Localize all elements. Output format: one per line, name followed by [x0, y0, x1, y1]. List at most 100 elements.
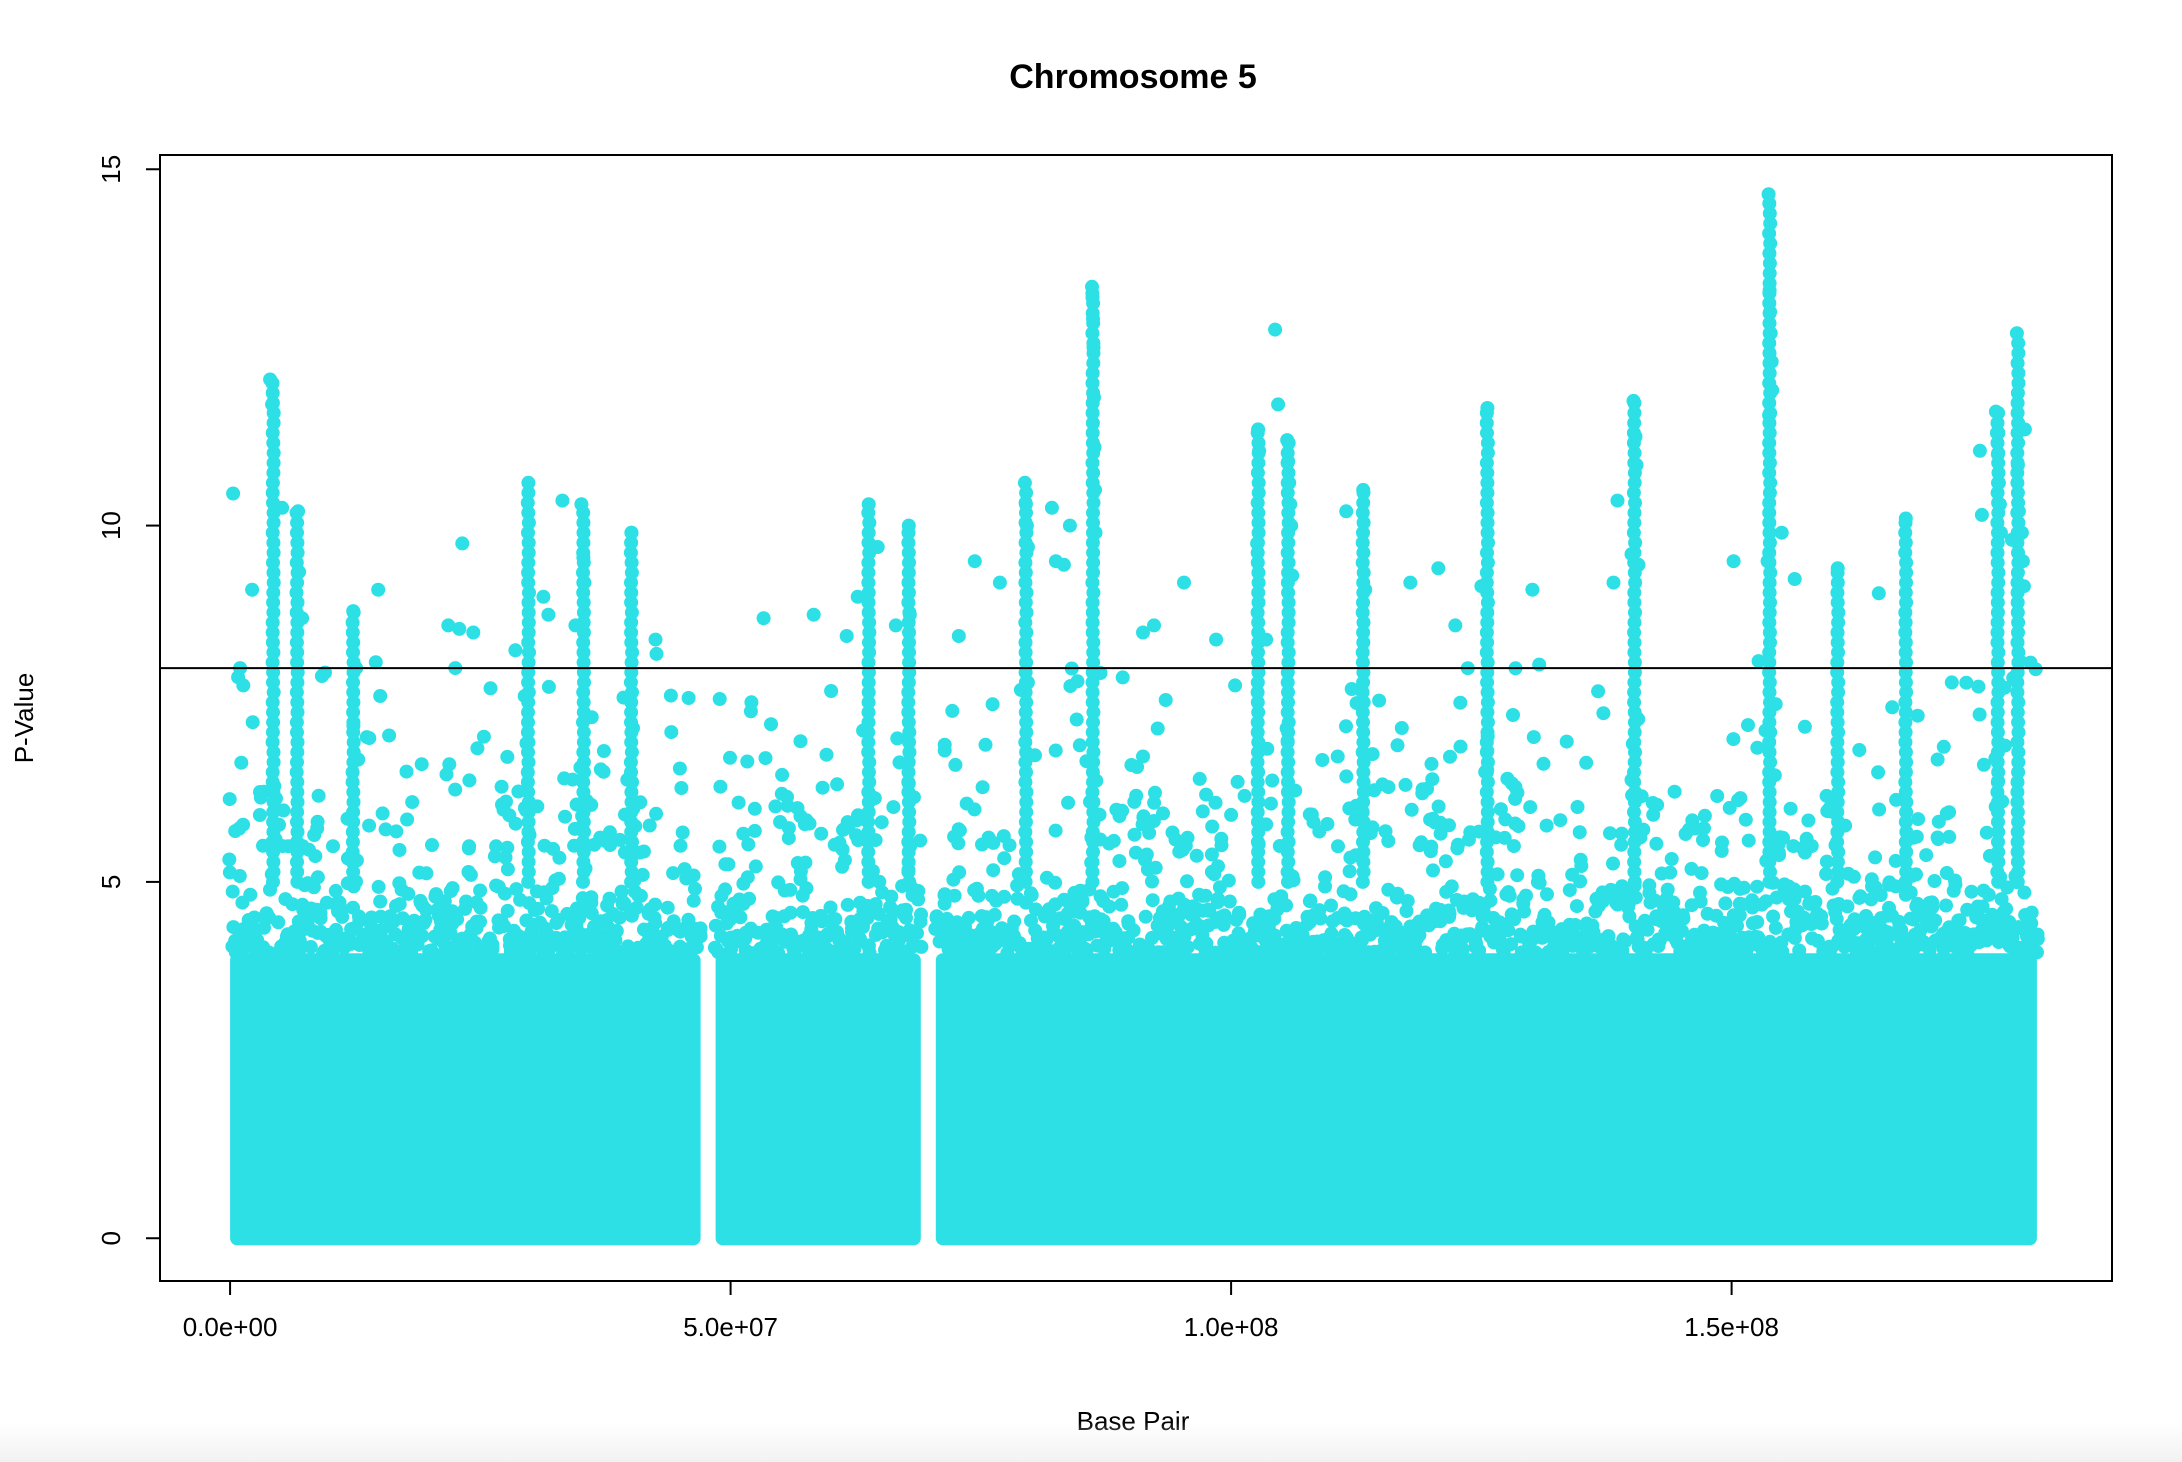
- data-point: [1280, 745, 1295, 760]
- data-point: [1018, 705, 1033, 720]
- data-point: [1356, 715, 1370, 730]
- data-point: [1072, 738, 1087, 753]
- data-point: [500, 903, 515, 918]
- data-point: [775, 767, 790, 782]
- data-point: [1631, 557, 1646, 572]
- data-point: [861, 575, 876, 590]
- data-point: [266, 855, 281, 869]
- data-point: [345, 775, 360, 790]
- data-point: [901, 785, 916, 800]
- data-point: [1480, 715, 1495, 730]
- data-point: [1898, 835, 1913, 849]
- data-point: [862, 625, 877, 640]
- data-point: [1019, 845, 1034, 859]
- data-point: [783, 905, 798, 920]
- data-point: [1394, 721, 1409, 735]
- data-point: [2010, 406, 2025, 420]
- data-point: [674, 781, 689, 795]
- data-point: [902, 607, 917, 622]
- data-point: [1627, 475, 1642, 490]
- data-point: [1251, 765, 1266, 780]
- data-point: [345, 765, 360, 780]
- data-point: [1846, 869, 1861, 884]
- data-point: [1086, 495, 1101, 510]
- data-point: [576, 525, 591, 540]
- data-point: [521, 864, 536, 879]
- data-point: [1830, 575, 1845, 590]
- data-point: [1910, 708, 1925, 723]
- data-point: [1480, 805, 1495, 820]
- data-point: [1627, 775, 1642, 790]
- data-point: [1830, 705, 1845, 720]
- data-point: [736, 826, 751, 841]
- data-point: [902, 745, 917, 760]
- data-point: [1085, 825, 1100, 839]
- data-point: [455, 536, 470, 551]
- data-point: [1086, 356, 1101, 371]
- data-point: [967, 554, 982, 569]
- data-point: [565, 772, 580, 787]
- data-point: [483, 681, 498, 696]
- data-point: [1020, 540, 1035, 554]
- data-point: [1070, 674, 1085, 689]
- data-point: [1480, 795, 1495, 810]
- data-point: [1222, 894, 1237, 909]
- data-point: [861, 605, 876, 620]
- data-point: [1283, 497, 1298, 512]
- data-point: [1572, 825, 1587, 840]
- data-point: [624, 615, 639, 630]
- data-point: [623, 545, 638, 560]
- data-point: [861, 655, 876, 670]
- data-point: [1627, 735, 1642, 750]
- data-point: [1783, 801, 1798, 816]
- data-point: [265, 525, 280, 540]
- data-point: [1899, 655, 1913, 670]
- data-point: [1085, 735, 1100, 750]
- data-point: [1086, 715, 1100, 730]
- data-point: [1480, 615, 1495, 630]
- data-point: [373, 689, 388, 703]
- data-point: [1991, 765, 2006, 780]
- data-point: [1251, 815, 1265, 829]
- data-point: [1251, 845, 1266, 859]
- data-point: [392, 897, 407, 912]
- data-point: [2010, 795, 2025, 810]
- data-point: [948, 757, 963, 772]
- data-point: [1281, 595, 1296, 610]
- data-point: [576, 845, 591, 859]
- data-point: [901, 518, 916, 533]
- data-point: [521, 655, 536, 670]
- data-point: [1627, 406, 1642, 420]
- data-point: [1251, 795, 1266, 810]
- data-point: [2010, 805, 2025, 820]
- data-point: [2010, 675, 2025, 690]
- data-point: [290, 825, 305, 839]
- data-point: [576, 535, 591, 550]
- data-point: [814, 826, 829, 841]
- data-point: [521, 635, 536, 650]
- data-point: [1024, 888, 1039, 902]
- data-point: [326, 839, 340, 854]
- data-point: [310, 821, 325, 836]
- data-point: [771, 946, 786, 961]
- data-point: [345, 845, 360, 859]
- data-point: [1480, 425, 1494, 440]
- data-point: [470, 741, 485, 756]
- data-point: [551, 871, 566, 886]
- data-point: [1898, 585, 1913, 600]
- data-point: [346, 675, 360, 690]
- data-point: [1762, 785, 1777, 800]
- data-point: [1991, 835, 2005, 849]
- data-point: [1480, 605, 1495, 620]
- data-point: [1044, 500, 1059, 515]
- data-point: [902, 555, 916, 570]
- data-point: [625, 835, 639, 849]
- data-point: [1798, 884, 1812, 899]
- data-point: [1762, 256, 1777, 271]
- data-point: [1831, 645, 1845, 660]
- data-point: [536, 589, 551, 604]
- data-point: [1450, 841, 1465, 856]
- data-point: [1762, 825, 1777, 839]
- data-point: [1830, 561, 1845, 576]
- data-point: [1990, 545, 2005, 560]
